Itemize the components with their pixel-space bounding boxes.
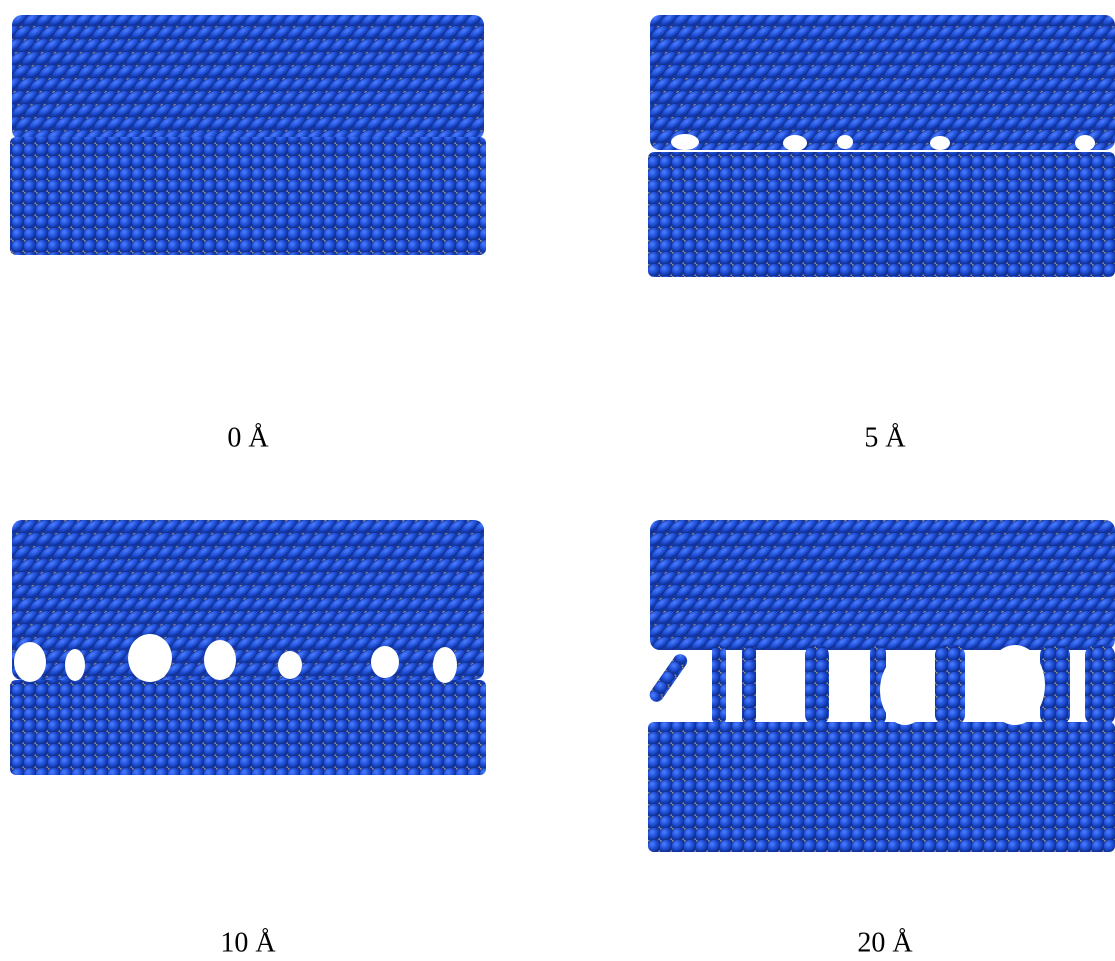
- caption: 10 Å: [220, 927, 276, 958]
- caption: 0 Å: [227, 422, 269, 453]
- bottom-slab: [10, 680, 486, 775]
- figure: 0 Å 5 Å: [0, 0, 1115, 961]
- panel-0: [10, 15, 486, 255]
- bottom-slab: [10, 137, 486, 255]
- top-slab: [650, 15, 1115, 150]
- top-slab: [12, 15, 484, 140]
- panel-3: [647, 520, 1115, 852]
- bottom-slab: [648, 152, 1115, 277]
- caption: 5 Å: [864, 422, 906, 453]
- bottom-slab: [648, 722, 1115, 852]
- panel-2: [10, 520, 486, 775]
- top-slab: [650, 520, 1115, 650]
- caption: 20 Å: [857, 927, 913, 958]
- panel-1: [648, 15, 1115, 277]
- page: {"panels": [{"caption": "0 Å"}, {"captio…: [0, 0, 1115, 961]
